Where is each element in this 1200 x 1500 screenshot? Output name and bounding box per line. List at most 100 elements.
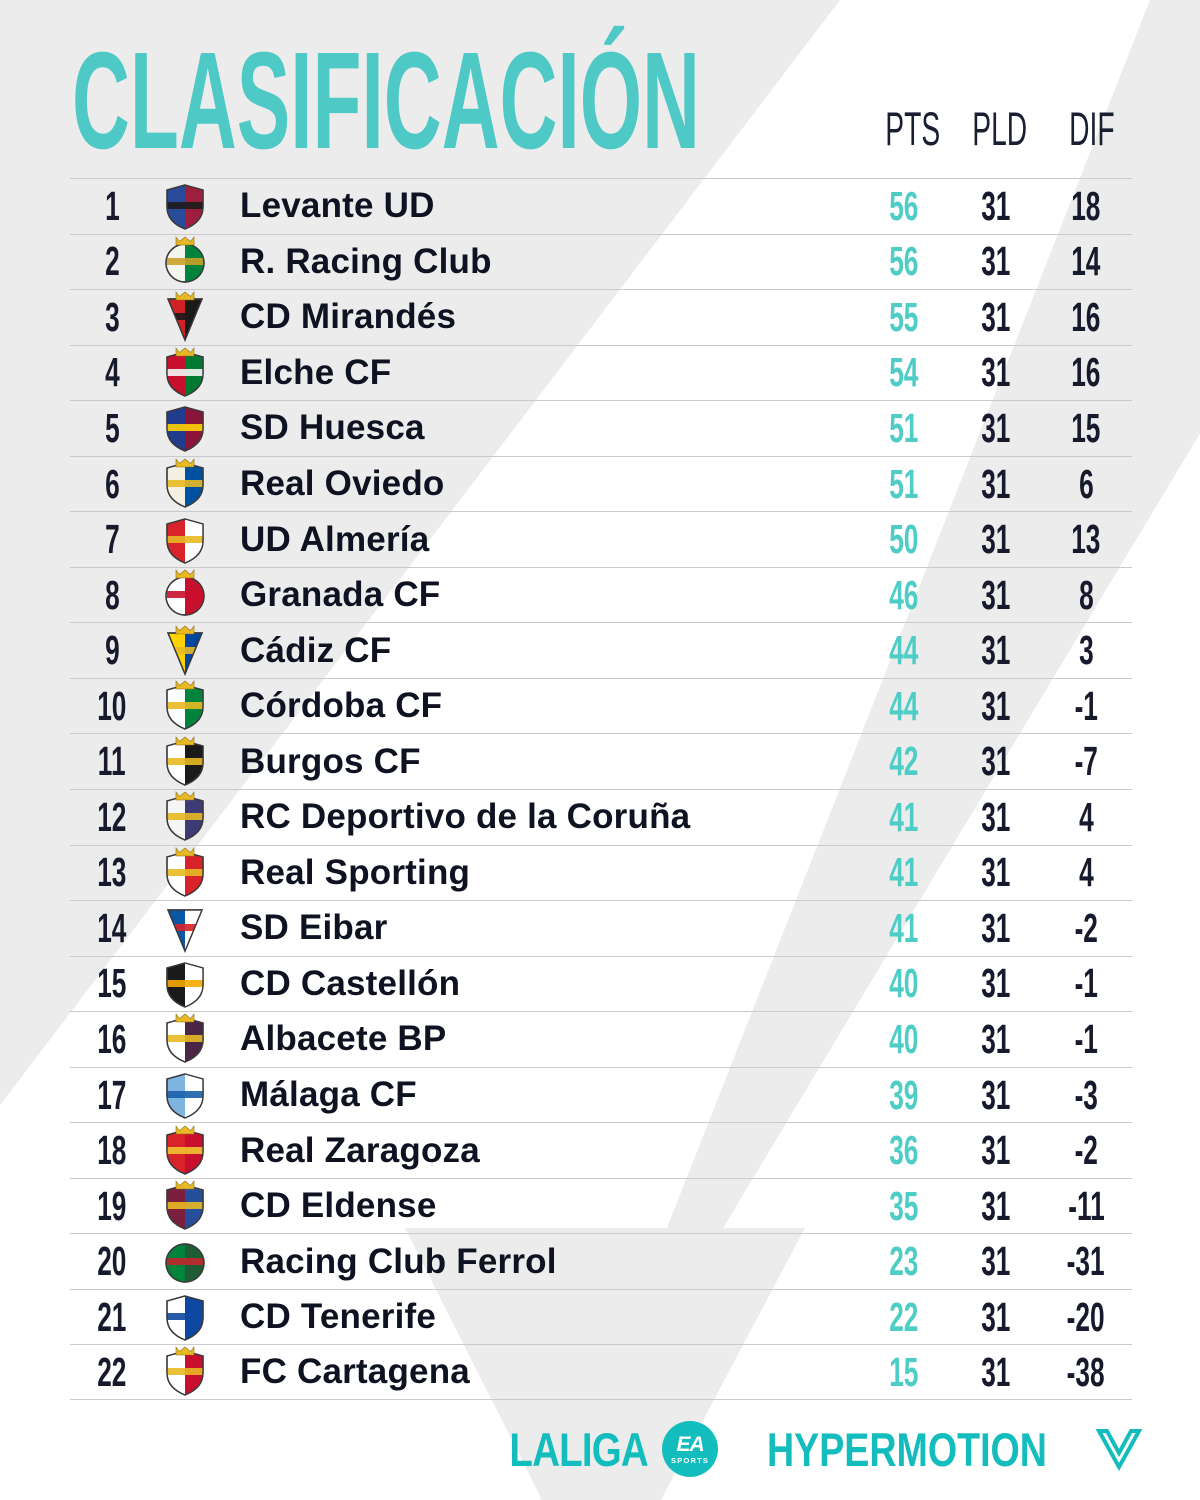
- team-name: Real Sporting: [240, 852, 471, 892]
- crest-crown: [175, 624, 195, 634]
- team-name: Cádiz CF: [240, 630, 392, 670]
- points-value: 51: [889, 404, 919, 451]
- table-row: 11 Burgos CF 42 31 -7: [70, 733, 1132, 789]
- crest-crown: [175, 1346, 195, 1356]
- points-value: 39: [889, 1071, 919, 1118]
- points-value: 40: [889, 960, 919, 1007]
- points-value: 36: [889, 1127, 919, 1174]
- team-crest: [154, 680, 216, 732]
- team-crest: [154, 1069, 216, 1121]
- goal-difference-value: 4: [1078, 793, 1094, 840]
- crest-crown: [175, 458, 195, 468]
- team-name: SD Eibar: [240, 908, 388, 948]
- rank-number: 11: [98, 738, 126, 785]
- goal-difference-value: -2: [1074, 1127, 1098, 1174]
- rank-number: 14: [97, 904, 127, 951]
- played-value: 31: [981, 182, 1011, 229]
- played-value: 31: [981, 682, 1011, 729]
- team-name: FC Cartagena: [240, 1352, 470, 1392]
- team-crest: [154, 1013, 216, 1065]
- goal-difference-value: 14: [1071, 238, 1101, 285]
- laliga-wordmark: LALIGA: [509, 1422, 649, 1476]
- crest-crown: [175, 846, 195, 857]
- rank-number: 20: [97, 1238, 127, 1285]
- played-value: 31: [981, 793, 1011, 840]
- team-crest-icon: [166, 1295, 204, 1341]
- rank-number: 1: [104, 182, 120, 229]
- page-title-text: CLASIFICACIÓN: [72, 24, 700, 160]
- team-crest-icon: [166, 1124, 204, 1175]
- crest-crown: [175, 347, 195, 357]
- goal-difference-value: 16: [1071, 349, 1101, 396]
- points-value: 41: [889, 793, 919, 840]
- points-value: 22: [889, 1293, 919, 1340]
- points-value: 44: [889, 682, 919, 729]
- team-crest-icon: [166, 791, 204, 842]
- goal-difference-value: -38: [1067, 1348, 1105, 1395]
- rank-number: 22: [97, 1348, 127, 1395]
- team-name: CD Eldense: [240, 1186, 437, 1226]
- table-row: 1 Levante UD 56 31 18: [70, 178, 1132, 234]
- played-value: 31: [981, 460, 1011, 507]
- rank-number: 3: [104, 293, 120, 340]
- crest-crown: [175, 291, 195, 301]
- team-name: Real Zaragoza: [240, 1130, 480, 1170]
- rank-number: 17: [97, 1071, 127, 1118]
- team-crest: [154, 958, 216, 1010]
- team-crest: [154, 291, 216, 343]
- points-value: 42: [889, 738, 919, 785]
- crest-crown: [175, 235, 195, 246]
- points-value: 50: [889, 516, 919, 563]
- table-row: 15 CD Castellón 40 31 -1: [70, 955, 1132, 1012]
- goal-difference-value: -2: [1074, 904, 1098, 951]
- rank-number: 5: [104, 404, 120, 451]
- team-crest: [154, 624, 216, 677]
- team-crest: [154, 1180, 216, 1232]
- hypermotion-wordmark: HYPERMOTION: [767, 1422, 1048, 1476]
- played-value: 31: [981, 238, 1011, 285]
- team-name: Real Oviedo: [240, 464, 445, 503]
- team-crest-icon: [166, 1180, 204, 1230]
- team-crest-icon: [166, 624, 204, 676]
- team-name: CD Tenerife: [240, 1297, 437, 1337]
- goal-difference-value: 4: [1078, 849, 1094, 896]
- table-row: 2 R. Racing Club 56 31 14: [70, 233, 1132, 290]
- ea-sports-text: SPORTS: [671, 1455, 710, 1465]
- team-crest-icon: [166, 846, 204, 897]
- played-value: 31: [981, 1127, 1011, 1174]
- rank-number: 13: [97, 849, 127, 896]
- crest-crown: [175, 569, 195, 579]
- column-header-dif: DIF: [1069, 102, 1115, 155]
- goal-difference-value: 13: [1071, 516, 1101, 563]
- goal-difference-value: 8: [1078, 571, 1094, 618]
- rank-number: 8: [104, 571, 120, 618]
- played-value: 31: [981, 349, 1011, 396]
- goal-difference-value: -1: [1074, 1015, 1098, 1062]
- played-value: 31: [981, 1015, 1011, 1062]
- ea-logo-text: EA: [676, 1432, 704, 1456]
- table-row: 7 UD Almería 50 31 13: [70, 511, 1132, 567]
- team-name: Granada CF: [240, 575, 441, 615]
- rank-number: 9: [104, 627, 120, 674]
- team-crest-icon: [165, 569, 205, 616]
- points-value: 56: [889, 238, 919, 285]
- points-value: 55: [889, 293, 919, 340]
- team-crest-icon: [166, 1346, 204, 1397]
- rank-number: 7: [104, 516, 120, 563]
- team-name: Burgos CF: [240, 741, 421, 781]
- column-header-pts: PTS: [885, 102, 941, 155]
- team-name: R. Racing Club: [240, 241, 492, 281]
- table-row: 14 SD Eibar 41 31 -2: [70, 900, 1132, 956]
- page-title: CLASIFICACIÓN: [72, 24, 732, 178]
- points-value: 15: [889, 1348, 919, 1395]
- points-value: 40: [889, 1015, 919, 1062]
- rank-number: 15: [97, 960, 127, 1007]
- goal-difference-value: -11: [1067, 1182, 1105, 1229]
- team-name: Elche CF: [240, 352, 392, 392]
- played-value: 31: [981, 738, 1011, 785]
- points-value: 41: [889, 904, 919, 951]
- team-crest: [154, 791, 216, 843]
- rank-number: 18: [97, 1127, 127, 1174]
- team-crest-icon: [166, 458, 204, 508]
- played-value: 31: [981, 1071, 1011, 1118]
